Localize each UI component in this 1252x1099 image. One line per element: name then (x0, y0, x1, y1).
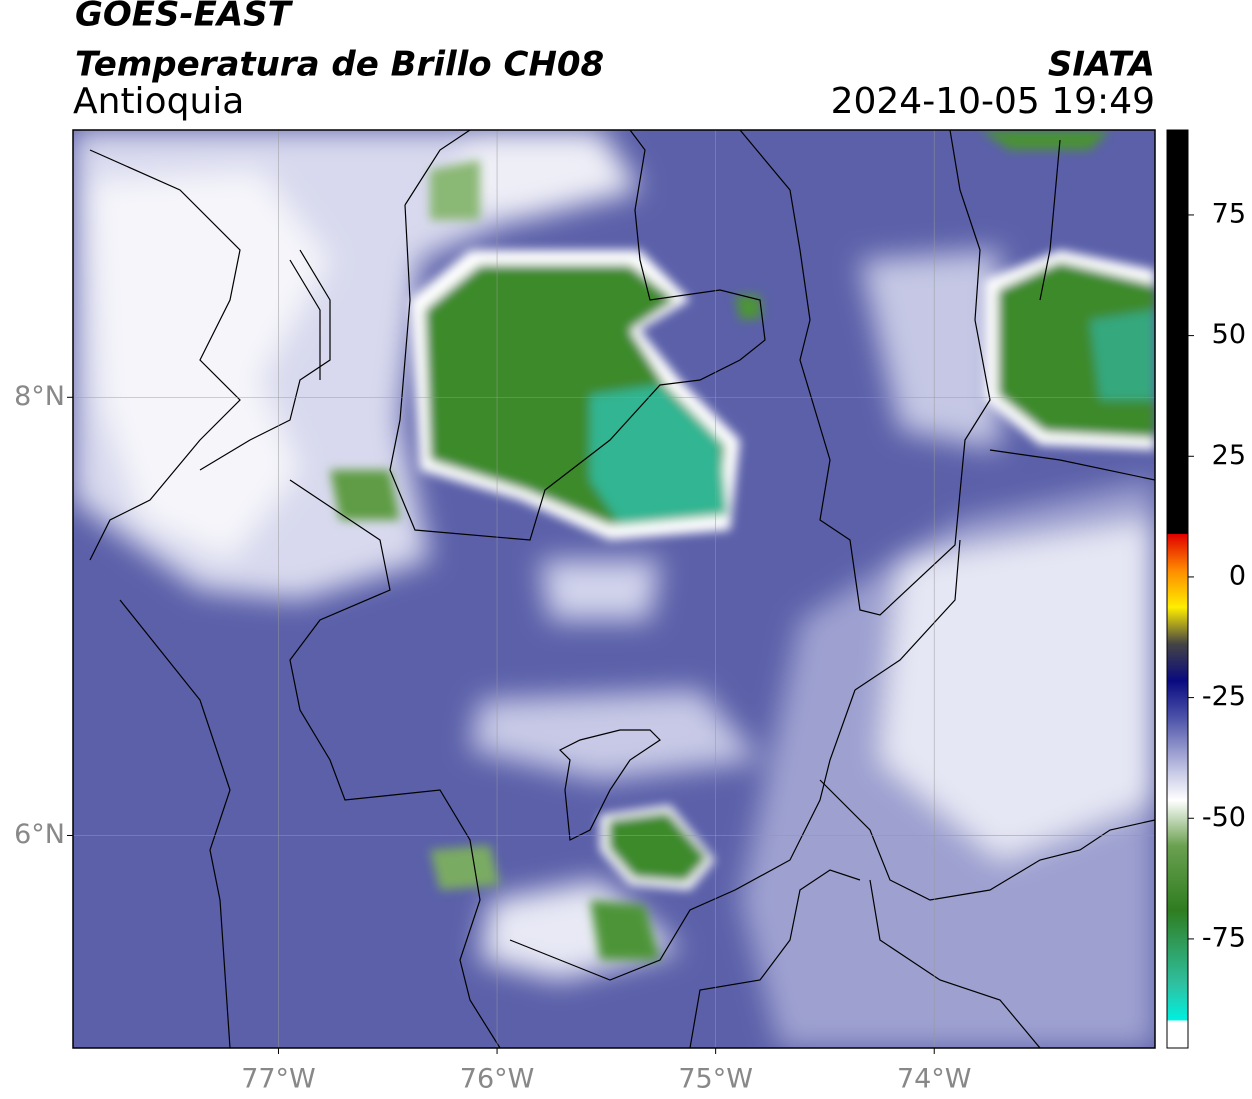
satellite-image (73, 130, 1155, 1048)
colorbar-tick-label: -25 (1202, 681, 1246, 712)
colorbar-tick-label: 25 (1212, 440, 1246, 471)
region: Antioquia (73, 81, 244, 122)
subtitle: Temperatura de Brillo CH08 (75, 45, 604, 85)
source: SIATA (1048, 45, 1155, 85)
timestamp: 2024-10-05 19:49 (831, 81, 1155, 122)
colorbar (1166, 129, 1189, 1049)
y-tick-label: 8°N (14, 381, 65, 412)
colorbar-tick-label: 0 (1229, 560, 1246, 591)
map-frame (72, 129, 1156, 1049)
x-tick-label: 77°W (241, 1064, 316, 1095)
colorbar-tick-label: 75 (1212, 198, 1246, 229)
colorbar-tick-label: -50 (1202, 802, 1246, 833)
colorbar-tick-label: 50 (1212, 319, 1246, 350)
x-tick-label: 74°W (897, 1064, 972, 1095)
x-tick-label: 76°W (460, 1064, 535, 1095)
colorbar-tick-label: -75 (1202, 922, 1246, 953)
borders (89, 130, 1155, 1048)
title: GOES-EAST (75, 0, 294, 35)
gridlines (73, 130, 1155, 1048)
y-tick-label: 6°N (14, 819, 65, 850)
x-tick-label: 75°W (678, 1064, 753, 1095)
